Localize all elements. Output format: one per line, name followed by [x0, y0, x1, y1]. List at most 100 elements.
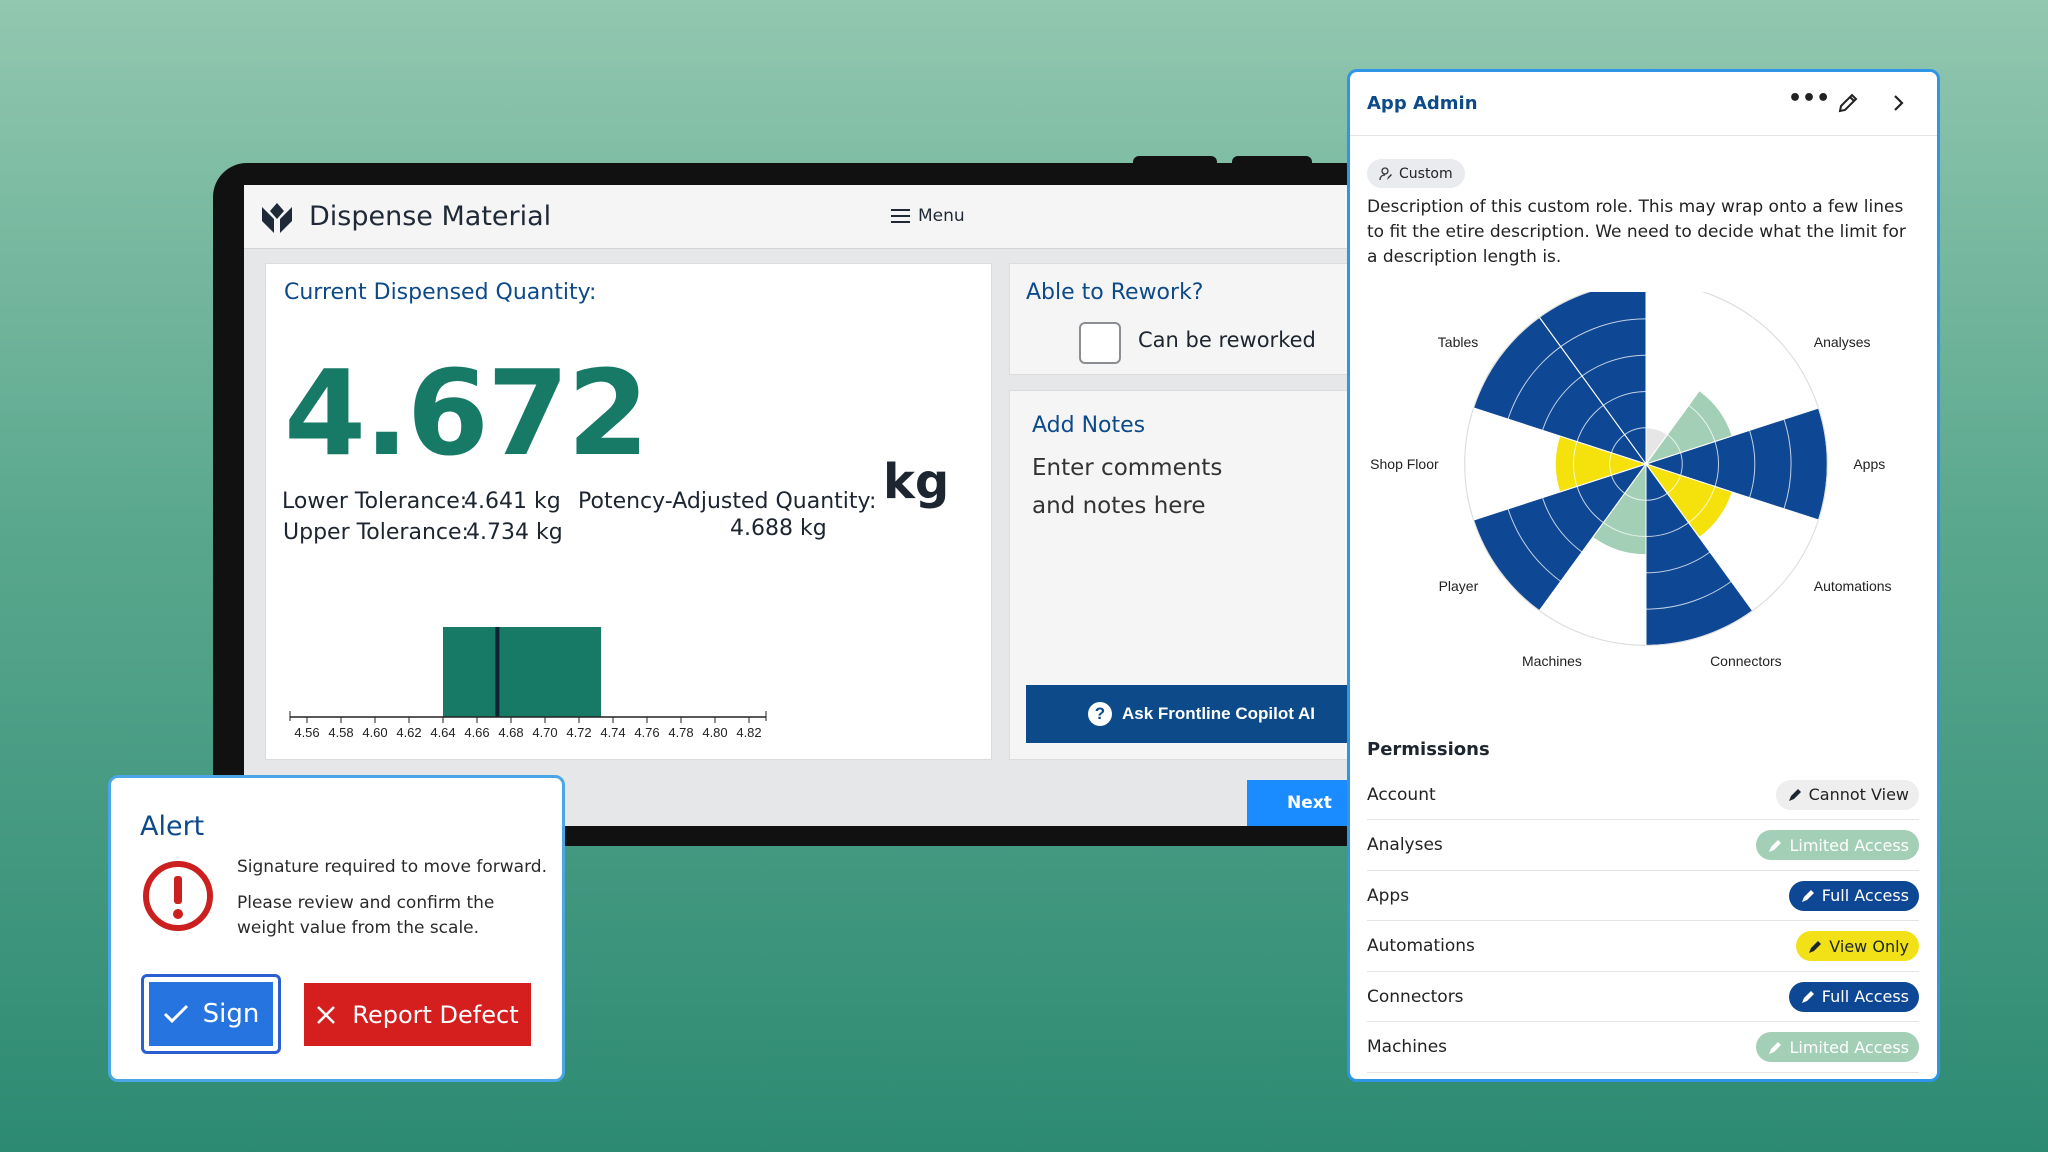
polar-spoke: [1645, 463, 1819, 521]
permission-access-label: View Only: [1829, 936, 1909, 956]
admin-header: App Admin •••: [1350, 72, 1937, 136]
permission-row: Analyses Limited Access: [1367, 821, 1919, 871]
menu-button[interactable]: Menu: [891, 206, 965, 226]
permission-access-badge[interactable]: Cannot View: [1775, 779, 1919, 810]
pencil-icon[interactable]: [1837, 92, 1859, 114]
permission-row: Connectors Full Access: [1367, 972, 1919, 1022]
close-icon: [317, 1005, 336, 1024]
copilot-label: Ask Frontline Copilot AI: [1122, 704, 1315, 723]
tolerance-band: [443, 627, 602, 717]
scale-tick-label: 4.76: [634, 725, 659, 740]
role-description: Description of this custom role. This ma…: [1367, 197, 1906, 267]
report-defect-label: Report Defect: [352, 1000, 519, 1029]
alert-line-2: Please review and confirm the weight val…: [237, 893, 495, 938]
permission-name: Apps: [1367, 885, 1410, 906]
question-icon: ?: [1088, 702, 1112, 726]
access-pen-icon: [1769, 839, 1782, 852]
permission-access-badge[interactable]: View Only: [1796, 931, 1919, 961]
polar-label: Player: [1439, 578, 1479, 594]
chevron-right-icon[interactable]: [1887, 92, 1909, 114]
permission-access-badge[interactable]: Full Access: [1788, 880, 1919, 911]
permissions-polar-chart: AccountAnalysesAppsAutomationsConnectors…: [1370, 292, 1892, 669]
user-edit-icon: [1379, 166, 1392, 180]
scale-tick-label: 4.74: [600, 725, 625, 740]
lower-tolerance-label: Lower Tolerance:: [282, 489, 468, 514]
quantity-unit: kg: [883, 454, 950, 510]
polar-label: Automations: [1814, 578, 1892, 594]
upper-tolerance-value: 4.734 kg: [466, 520, 563, 545]
permission-row: Automations View Only: [1367, 922, 1919, 972]
next-label: Next: [1287, 793, 1332, 813]
scale-tick-label: 4.82: [736, 725, 761, 740]
polar-spoke: [1539, 317, 1647, 465]
scale-tick-label: 4.80: [702, 725, 727, 740]
permission-name: Automations: [1367, 936, 1475, 956]
tablet-button-1: [1133, 156, 1217, 166]
polar-label: Tables: [1438, 334, 1478, 350]
app-admin-panel: App Admin ••• Custom Description of this…: [1347, 69, 1940, 1082]
quantity-label: Current Dispensed Quantity:: [284, 280, 597, 305]
alert-dialog: Alert Signature required to move forward…: [108, 775, 565, 1082]
access-pen-icon: [1809, 940, 1822, 953]
app-header: Dispense Material Menu: [244, 185, 1385, 249]
rework-card: Able to Rework? Can be reworked: [1009, 263, 1385, 375]
check-icon: [163, 1004, 188, 1024]
polar-label: Machines: [1522, 653, 1582, 669]
potency-label: Potency-Adjusted Quantity:: [578, 489, 877, 514]
scale-tick-label: 4.64: [430, 725, 455, 740]
report-defect-button[interactable]: Report Defect: [304, 983, 531, 1046]
permission-access-badge[interactable]: Full Access: [1788, 981, 1919, 1012]
permission-access-badge[interactable]: Limited Access: [1756, 830, 1919, 860]
scale-tick-label: 4.78: [668, 725, 693, 740]
sign-label: Sign: [202, 999, 260, 1029]
tulip-logo-icon: [262, 203, 292, 233]
scale-tick-label: 4.68: [498, 725, 523, 740]
notes-title: Add Notes: [1032, 413, 1146, 438]
scale-tick-label: 4.70: [532, 725, 557, 740]
upper-tolerance-label: Upper Tolerance:: [283, 520, 469, 545]
access-pen-icon: [1769, 1041, 1782, 1054]
rework-checkbox[interactable]: [1079, 322, 1121, 364]
permission-row: Apps Full Access: [1367, 871, 1919, 921]
copilot-button[interactable]: ? Ask Frontline Copilot AI: [1026, 685, 1385, 743]
permission-access-badge[interactable]: Limited Access: [1756, 1032, 1919, 1062]
role-chip: Custom: [1367, 159, 1465, 188]
polar-label: Shop Floor: [1370, 456, 1439, 472]
permission-access-label: Limited Access: [1789, 1037, 1909, 1057]
quantity-card: Current Dispensed Quantity: 4.672 kg Low…: [265, 263, 992, 760]
rework-checkbox-label[interactable]: Can be reworked: [1138, 328, 1316, 352]
polar-spoke: [1539, 463, 1647, 611]
access-pen-icon: [1788, 789, 1801, 801]
sign-button[interactable]: Sign: [149, 982, 273, 1046]
menu-label: Menu: [918, 206, 965, 226]
scale-tick-label: 4.66: [464, 725, 489, 740]
notes-input[interactable]: Enter comments and notes here: [1032, 455, 1223, 519]
permissions-title: Permissions: [1367, 739, 1490, 760]
tablet-button-2: [1232, 156, 1312, 166]
scale-tick-label: 4.72: [566, 725, 591, 740]
permission-name: Machines: [1367, 1037, 1448, 1057]
alert-line-1: Signature required to move forward.: [237, 857, 547, 877]
scale-tick-label: 4.58: [328, 725, 353, 740]
permission-access-label: Full Access: [1821, 987, 1909, 1006]
app-title: Dispense Material: [309, 201, 552, 232]
potency-value: 4.688 kg: [730, 516, 827, 541]
permission-name: Connectors: [1367, 986, 1464, 1007]
polar-label: Analyses: [1814, 334, 1871, 350]
app-screen: Dispense Material Menu Current Dispensed…: [244, 185, 1385, 826]
alert-title: Alert: [140, 811, 205, 842]
permission-row: Machines Limited Access: [1367, 1023, 1919, 1073]
polar-spoke: [1645, 317, 1753, 465]
access-pen-icon: [1801, 991, 1814, 1003]
admin-title: App Admin: [1367, 93, 1478, 114]
access-pen-icon: [1801, 890, 1814, 902]
role-chip-label: Custom: [1399, 165, 1453, 182]
permission-access-label: Cannot View: [1808, 785, 1909, 804]
scale-tick-label: 4.60: [362, 725, 387, 740]
scale-tick-label: 4.56: [294, 725, 319, 740]
scale-tick-label: 4.62: [396, 725, 421, 740]
more-options-icon[interactable]: •••: [1788, 86, 1831, 111]
rework-label: Able to Rework?: [1026, 280, 1204, 305]
current-value-marker: [495, 627, 500, 717]
polar-spoke: [1473, 463, 1647, 521]
